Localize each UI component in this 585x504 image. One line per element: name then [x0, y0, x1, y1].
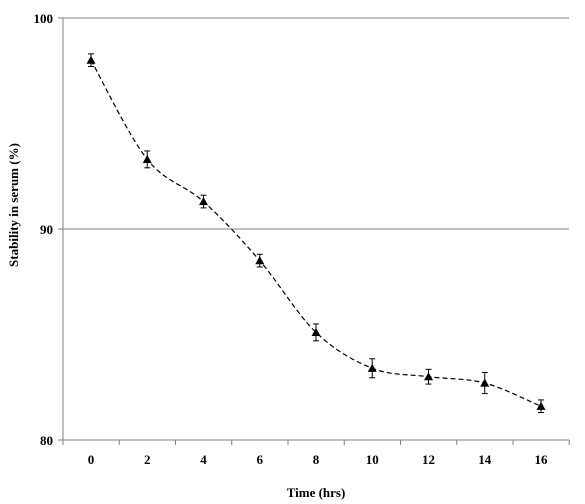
data-point-10	[367, 363, 377, 372]
x-tick-label-16: 16	[535, 452, 549, 467]
x-tick-label-2: 2	[144, 452, 151, 467]
data-point-6	[255, 256, 265, 265]
data-point-0	[86, 55, 96, 64]
series	[86, 53, 546, 414]
x-axis-title: Time (hrs)	[287, 485, 346, 500]
x-tick-label-12: 12	[422, 452, 435, 467]
data-point-4	[199, 197, 208, 206]
y-tick-label-90: 90	[40, 222, 53, 237]
data-point-12	[424, 372, 433, 381]
x-tick-label-4: 4	[200, 452, 207, 467]
gridlines	[63, 17, 569, 441]
axes	[58, 17, 570, 445]
y-tick-label-80: 80	[40, 433, 53, 448]
data-point-8	[311, 327, 321, 336]
x-tick-label-14: 14	[478, 452, 492, 467]
x-tick-label-0: 0	[88, 452, 95, 467]
y-axis-title: Stability in serum (%)	[6, 143, 21, 267]
series-line-0	[90, 59, 542, 407]
data-point-16	[536, 401, 546, 410]
x-tick-label-10: 10	[366, 452, 379, 467]
data-point-2	[142, 154, 152, 163]
tick-labels: 80 90 100 0 2 4 6 8 10 12 14 16	[34, 11, 549, 467]
x-tick-label-6: 6	[257, 452, 264, 467]
data-point-14	[480, 378, 490, 387]
y-tick-label-100: 100	[34, 11, 54, 26]
x-tick-label-8: 8	[313, 452, 320, 467]
